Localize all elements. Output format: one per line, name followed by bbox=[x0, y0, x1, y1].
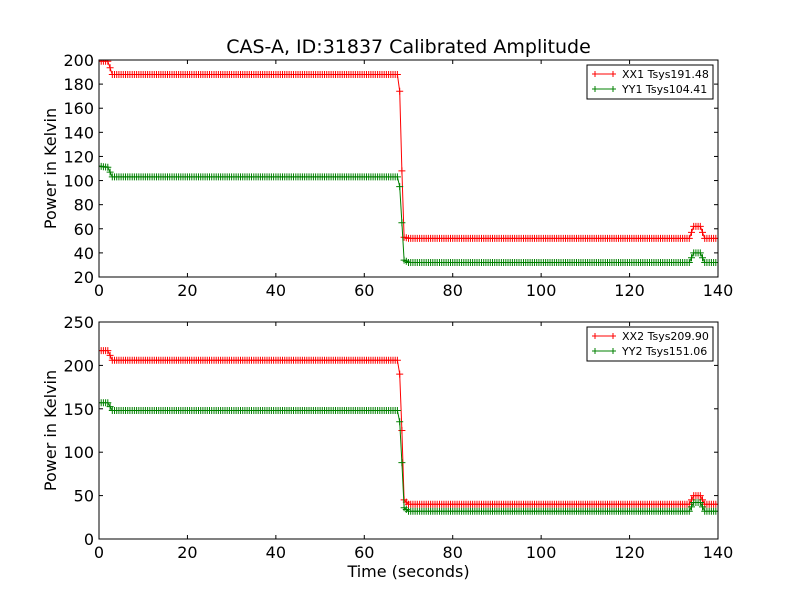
x-axis-label: Time (seconds) bbox=[346, 562, 469, 581]
chart-title: CAS-A, ID:31837 Calibrated Amplitude bbox=[226, 36, 591, 58]
y-tick-label: 200 bbox=[63, 356, 94, 375]
y-tick-label: 140 bbox=[63, 123, 94, 142]
legend: XX1 Tsys191.48 YY1 Tsys104.41 bbox=[586, 64, 714, 100]
x-tick-label: 120 bbox=[614, 281, 645, 300]
series-markers-2 bbox=[99, 399, 718, 515]
series-1 bbox=[99, 347, 718, 508]
series-markers-1 bbox=[99, 347, 718, 508]
series-line-2 bbox=[99, 165, 718, 263]
y-tick-label: 200 bbox=[63, 51, 94, 70]
x-tick-label: 0 bbox=[94, 543, 104, 562]
panel-2: 0 20 40 60 80 100 120 140 0 50 100 150 200 250 Power i… bbox=[41, 313, 733, 581]
x-tick-label: 120 bbox=[614, 543, 645, 562]
x-tick-label: 100 bbox=[526, 281, 557, 300]
x-tick-label: 20 bbox=[177, 281, 197, 300]
legend-swatch-marker bbox=[610, 333, 616, 339]
x-tick-label: 140 bbox=[703, 543, 734, 562]
legend-swatch-marker bbox=[610, 71, 616, 77]
x-tick-label: 0 bbox=[94, 281, 104, 300]
y-tick-label: 160 bbox=[63, 99, 94, 118]
y-tick-label: 0 bbox=[84, 530, 94, 549]
legend-entry-label: YY2 Tsys151.06 bbox=[621, 345, 707, 358]
legend-swatch-marker bbox=[592, 348, 598, 354]
y-tick-label: 250 bbox=[63, 313, 94, 332]
y-tick-label: 100 bbox=[63, 172, 94, 191]
series-markers-2 bbox=[99, 162, 718, 266]
legend-swatch-marker bbox=[592, 86, 598, 92]
series-line-2 bbox=[99, 402, 718, 512]
x-tick-label: 80 bbox=[443, 543, 463, 562]
x-tick-label: 40 bbox=[266, 543, 286, 562]
series-markers-1 bbox=[99, 60, 718, 242]
legend-entry-label: XX2 Tsys209.90 bbox=[622, 330, 709, 343]
legend: XX2 Tsys209.90 YY2 Tsys151.06 bbox=[586, 326, 714, 362]
y-tick-label: 20 bbox=[74, 268, 94, 287]
legend-box bbox=[586, 64, 714, 100]
x-tick-label: 140 bbox=[703, 281, 734, 300]
legend-swatch-marker bbox=[610, 348, 616, 354]
y-tick-label: 100 bbox=[63, 443, 94, 462]
y-tick-label: 120 bbox=[63, 147, 94, 166]
legend-box bbox=[586, 326, 714, 362]
legend-swatch-marker bbox=[592, 71, 598, 77]
legend-swatch-marker bbox=[592, 333, 598, 339]
x-tick-label: 60 bbox=[354, 543, 374, 562]
plot-frame bbox=[98, 59, 719, 278]
legend-entry-label: XX1 Tsys191.48 bbox=[622, 68, 709, 81]
y-axis-label: Power in Kelvin bbox=[41, 370, 60, 491]
y-tick-label: 60 bbox=[74, 220, 94, 239]
legend-entry-label: YY1 Tsys104.41 bbox=[621, 83, 707, 96]
series-line-1 bbox=[99, 350, 718, 505]
y-tick-label: 80 bbox=[74, 196, 94, 215]
y-tick-label: 50 bbox=[74, 487, 94, 506]
y-tick-label: 40 bbox=[74, 244, 94, 263]
y-tick-label: 180 bbox=[63, 75, 94, 94]
x-tick-label: 20 bbox=[177, 543, 197, 562]
legend-swatch-marker bbox=[610, 86, 616, 92]
x-tick-label: 100 bbox=[526, 543, 557, 562]
series-1 bbox=[99, 60, 718, 242]
x-tick-label: 40 bbox=[266, 281, 286, 300]
series-2 bbox=[99, 399, 718, 515]
plot-frame bbox=[98, 321, 719, 540]
x-tick-label: 80 bbox=[443, 281, 463, 300]
y-axis-label: Power in Kelvin bbox=[41, 108, 60, 229]
x-tick-label: 60 bbox=[354, 281, 374, 300]
y-tick-label: 150 bbox=[63, 400, 94, 419]
series-2 bbox=[99, 162, 718, 266]
